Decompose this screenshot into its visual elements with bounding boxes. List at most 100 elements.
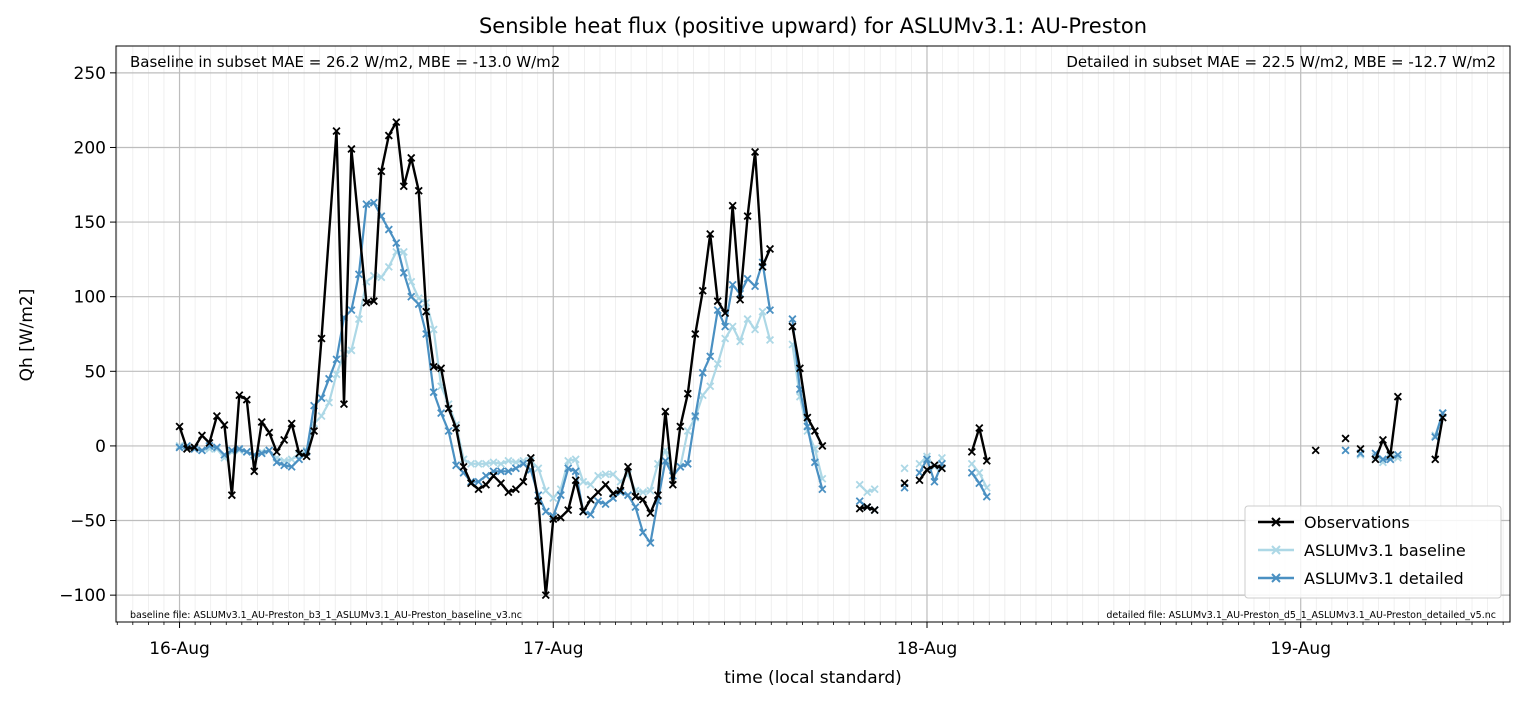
data-point <box>414 300 423 309</box>
data-point <box>1341 446 1350 455</box>
data-point <box>511 485 520 494</box>
data-point <box>235 391 244 400</box>
data-point <box>810 426 819 436</box>
data-point <box>765 244 775 253</box>
data-point <box>437 409 446 418</box>
data-point <box>586 495 595 504</box>
data-point <box>429 325 438 334</box>
data-point <box>437 364 446 373</box>
data-point <box>937 464 946 473</box>
data-point <box>915 459 924 468</box>
data-point <box>407 277 416 286</box>
data-point <box>586 480 595 489</box>
data-point <box>683 389 692 398</box>
data-point <box>242 395 251 404</box>
data-point <box>519 459 528 468</box>
data-point <box>623 491 633 500</box>
data-point <box>728 322 737 331</box>
data-point <box>609 489 618 498</box>
baseline-stats-annotation: Baseline in subset MAE = 26.2 W/m2, MBE … <box>130 53 560 71</box>
data-point <box>795 364 804 373</box>
data-point <box>743 315 752 324</box>
y-axis-label: Qh [W/m2] <box>17 289 37 382</box>
data-point <box>339 400 349 409</box>
data-point <box>347 306 356 315</box>
data-point <box>265 446 274 455</box>
data-point <box>736 337 745 346</box>
data-point <box>810 458 819 467</box>
data-point <box>354 315 363 324</box>
data-point <box>967 468 976 477</box>
data-point <box>422 307 431 316</box>
data-point <box>594 497 603 506</box>
axis-ticks: 16-Aug 17-Aug 18-Aug 19-Aug −100 −50 0 50 100 150… <box>59 64 1504 659</box>
data-point <box>863 488 872 497</box>
data-point <box>317 394 326 403</box>
data-point <box>579 507 588 516</box>
data-point <box>556 513 565 522</box>
data-point <box>721 322 730 331</box>
data-point <box>855 480 864 489</box>
data-point <box>937 453 946 462</box>
data-point <box>930 461 939 470</box>
data-point <box>1431 455 1440 464</box>
x-tick-label: 16-Aug <box>149 639 210 659</box>
data-point <box>511 458 520 467</box>
data-point <box>257 418 266 427</box>
data-point <box>586 510 595 519</box>
data-point <box>713 306 722 315</box>
data-point <box>295 449 304 458</box>
data-point <box>504 456 513 465</box>
data-point <box>541 507 550 516</box>
data-point <box>474 477 483 486</box>
data-point <box>743 212 752 221</box>
data-point <box>922 465 932 474</box>
x-tick-label: 17-Aug <box>523 639 584 659</box>
data-point <box>743 274 752 283</box>
series-observations <box>175 118 1447 600</box>
data-point <box>549 514 558 524</box>
x-axis-label: time (local standard) <box>724 668 902 688</box>
chart-title: Sensible heat flux (positive upward) for… <box>479 14 1147 38</box>
data-point <box>519 477 528 486</box>
data-point <box>638 488 647 497</box>
data-point <box>706 352 715 361</box>
data-point <box>444 404 453 413</box>
data-point <box>549 494 558 503</box>
data-point <box>369 297 378 306</box>
data-point <box>414 186 423 195</box>
data-point <box>287 462 296 471</box>
data-point <box>242 447 251 456</box>
data-point <box>407 292 416 301</box>
legend-label-observations: Observations <box>1304 513 1410 532</box>
data-point <box>975 423 984 433</box>
data-point <box>855 504 864 513</box>
legend: Observations ASLUMv3.1 baseline ASLUMv3.… <box>1244 505 1502 599</box>
data-point <box>175 441 184 450</box>
data-point <box>706 229 715 239</box>
data-point <box>721 334 730 343</box>
series-line <box>918 458 943 483</box>
data-point <box>571 455 580 464</box>
data-point <box>601 500 610 509</box>
data-point <box>481 459 491 468</box>
data-point <box>870 506 879 515</box>
data-point <box>616 486 625 495</box>
data-point <box>900 479 909 488</box>
baseline-file-annotation: baseline file: ASLUMv3.1_AU-Preston_b3_1… <box>130 610 522 621</box>
data-point <box>638 528 647 537</box>
data-point <box>623 462 633 471</box>
data-point <box>272 447 281 456</box>
y-tick-label: 100 <box>74 288 106 308</box>
data-point <box>467 459 476 468</box>
data-point <box>452 423 461 433</box>
data-point <box>317 412 326 421</box>
data-point <box>982 456 991 465</box>
data-point <box>751 282 760 291</box>
data-point <box>504 488 513 497</box>
data-point <box>571 476 580 485</box>
data-point <box>765 306 775 315</box>
data-point <box>863 503 872 512</box>
y-tick-label: −50 <box>70 512 106 532</box>
data-point <box>616 488 625 497</box>
